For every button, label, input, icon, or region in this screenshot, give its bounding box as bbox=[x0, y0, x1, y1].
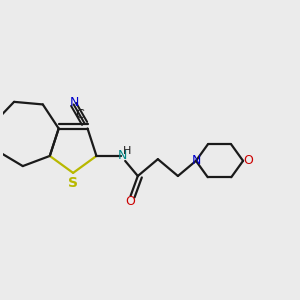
Text: O: O bbox=[243, 154, 253, 167]
Text: C: C bbox=[75, 108, 84, 121]
Text: N: N bbox=[70, 96, 79, 109]
Text: N: N bbox=[118, 149, 127, 162]
Text: S: S bbox=[68, 176, 78, 190]
Text: H: H bbox=[123, 146, 131, 156]
Text: O: O bbox=[126, 195, 136, 208]
Text: N: N bbox=[192, 154, 201, 167]
